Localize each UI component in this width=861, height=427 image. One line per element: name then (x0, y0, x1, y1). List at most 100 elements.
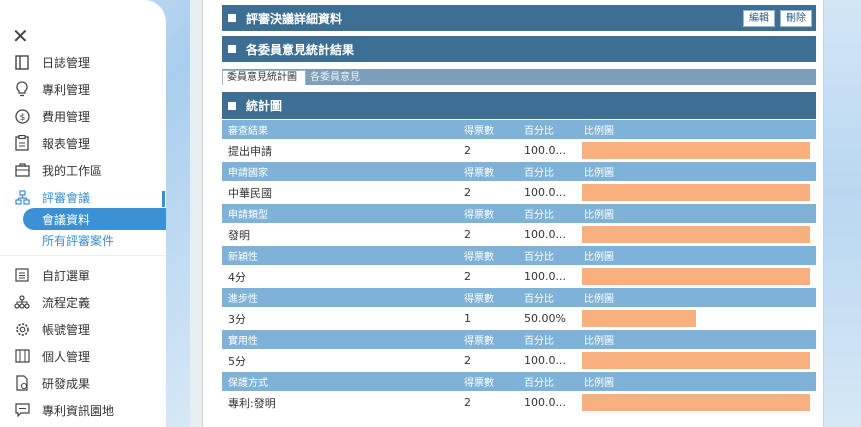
sidebar-item-account[interactable]: 帳號管理 (0, 318, 166, 340)
journal-icon (14, 54, 30, 70)
collapse-icon[interactable] (228, 101, 236, 110)
sidebar-item-custom-menu[interactable]: 自訂選單 (0, 264, 166, 286)
option-value: 專利:發明 (228, 396, 276, 410)
vote-count: 2 (464, 270, 471, 283)
vote-count: 2 (464, 144, 471, 157)
percent-value: 100.0... (524, 144, 566, 157)
stats-section-title: 統計圖 (246, 99, 283, 113)
sidebar-item-label: 帳號管理 (42, 322, 91, 337)
stats-data-row: 3分 1 50.00% (222, 307, 816, 330)
vote-count: 1 (464, 312, 471, 325)
vote-count: 2 (464, 186, 471, 199)
close-icon[interactable]: ✕ (12, 24, 29, 48)
stats-data-row: 5分 2 100.0... (222, 349, 816, 372)
chart-header: 比例圖 (584, 378, 614, 389)
sidebar-item-patent-info[interactable]: 專利資訊園地 (0, 399, 166, 421)
sidebar-item-review-meeting[interactable]: 評審會議 (0, 186, 166, 208)
detail-section-header: 評審決議詳細資料 編輯 刪除 (222, 5, 816, 31)
percent-value: 100.0... (524, 270, 566, 283)
category-label: 申請類型 (228, 210, 268, 221)
sidebar-item-label: 報表管理 (42, 136, 91, 151)
percent-header: 百分比 (524, 126, 554, 137)
clipboard-icon (14, 135, 30, 151)
ratio-bar (582, 394, 810, 411)
stats-header-row: 進步性 得票數 百分比 比例圖 (222, 288, 816, 307)
network-icon (14, 189, 30, 205)
message-icon (14, 402, 30, 418)
option-value: 提出申請 (228, 144, 272, 158)
sidebar-item-label: 我的工作區 (42, 163, 103, 178)
category-label: 新穎性 (228, 252, 258, 263)
sidebar-item-patents[interactable]: 專利管理 (0, 78, 166, 100)
chart-header: 比例圖 (584, 294, 614, 305)
ratio-bar (582, 310, 696, 327)
chart-header: 比例圖 (584, 126, 614, 137)
sidebar-item-fees[interactable]: $ 費用管理 (0, 105, 166, 127)
ratio-bar (582, 268, 810, 285)
tab-stats-chart[interactable]: 委員意見統計圖 (222, 70, 306, 85)
vote-count: 2 (464, 228, 471, 241)
stats-header-row: 新穎性 得票數 百分比 比例圖 (222, 246, 816, 265)
ratio-bar-track (582, 310, 810, 327)
option-value: 3分 (228, 312, 246, 326)
votes-header: 得票數 (464, 168, 494, 179)
sidebar-item-label: 研發成果 (42, 376, 91, 391)
percent-value: 100.0... (524, 396, 566, 409)
list-icon (14, 267, 30, 283)
delete-button[interactable]: 刪除 (780, 10, 812, 27)
sidebar-item-flow-definition[interactable]: 流程定義 (0, 291, 166, 313)
lightbulb-icon (14, 81, 30, 97)
ratio-bar (582, 226, 810, 243)
sidebar-item-reports[interactable]: 報表管理 (0, 132, 166, 154)
sidebar-item-label: 個人管理 (42, 349, 91, 364)
sidebar-subitem-all-cases[interactable]: 所有評審案件 (42, 234, 115, 248)
votes-header: 得票數 (464, 210, 494, 221)
stats-header-row: 申請類型 得票數 百分比 比例圖 (222, 204, 816, 223)
dollar-icon: $ (14, 108, 30, 124)
stats-data-row: 提出申請 2 100.0... (222, 139, 816, 162)
option-value: 4分 (228, 270, 246, 284)
document-icon (14, 375, 30, 391)
sidebar-item-label: 費用管理 (42, 109, 91, 124)
percent-value: 100.0... (524, 354, 566, 367)
detail-section-title: 評審決議詳細資料 (246, 11, 343, 26)
percent-header: 百分比 (524, 210, 554, 221)
option-value: 中華民國 (228, 186, 272, 200)
gear-icon (14, 321, 30, 337)
category-label: 申請國家 (228, 168, 268, 179)
category-label: 審查結果 (228, 126, 268, 137)
ratio-bar-track (582, 352, 810, 369)
sidebar-item-workspace[interactable]: 我的工作區 (0, 159, 166, 181)
divider (0, 255, 166, 256)
sidebar-item-journal[interactable]: 日誌管理 (0, 51, 166, 73)
sidebar-subitem-meeting-data[interactable]: 會議資料 (23, 208, 166, 230)
panel-icon (14, 348, 30, 364)
edit-button[interactable]: 編輯 (743, 10, 775, 27)
sidebar-item-label: 評審會議 (42, 190, 91, 205)
collapse-icon[interactable] (228, 14, 236, 22)
chart-header: 比例圖 (584, 168, 614, 179)
stats-header-row: 實用性 得票數 百分比 比例圖 (222, 330, 816, 349)
committee-section-title: 各委員意見統計結果 (246, 42, 355, 57)
svg-text:$: $ (19, 113, 25, 123)
percent-header: 百分比 (524, 168, 554, 179)
sidebar-item-personal[interactable]: 個人管理 (0, 345, 166, 367)
votes-header: 得票數 (464, 378, 494, 389)
vote-count: 2 (464, 354, 471, 367)
votes-header: 得票數 (464, 126, 494, 137)
ratio-bar-track (582, 226, 810, 243)
sidebar-item-rd-results[interactable]: 研發成果 (0, 372, 166, 394)
tab-committee-opinions[interactable]: 各委員意見 (310, 72, 360, 83)
sidebar-item-label: 流程定義 (42, 295, 91, 310)
ratio-bar-track (582, 268, 810, 285)
stats-data-row: 發明 2 100.0... (222, 223, 816, 246)
ratio-bar-track (582, 142, 810, 159)
stats-data-row: 專利:發明 2 100.0... (222, 391, 816, 414)
collapse-icon[interactable] (228, 45, 236, 53)
category-label: 實用性 (228, 336, 258, 347)
ratio-bar (582, 142, 810, 159)
sidebar: ✕ 日誌管理 專利管理 $ 費用管理 報表管理 我的工作區 評審會議 (0, 0, 166, 427)
sidebar-item-label: 專利管理 (42, 82, 91, 97)
briefcase-icon (14, 162, 30, 178)
percent-value: 100.0... (524, 228, 566, 241)
